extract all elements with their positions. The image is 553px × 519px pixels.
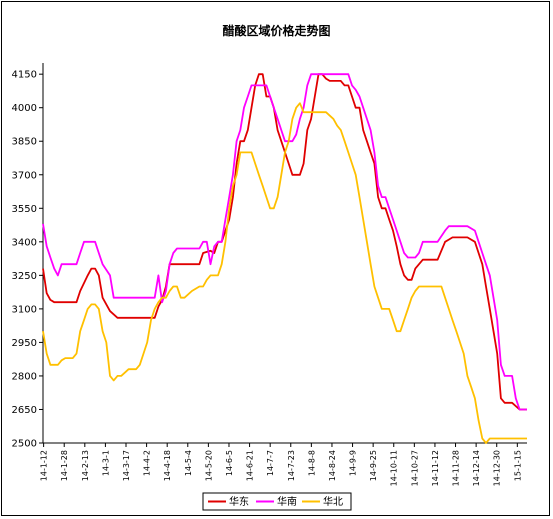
chart-axes xyxy=(42,63,527,444)
x-tick-label: 14-4-18 xyxy=(163,450,172,481)
x-tick-label: 14-11-28 xyxy=(452,450,461,486)
x-tick-label: 14-3-17 xyxy=(122,450,131,481)
x-tick-label: 14-1-28 xyxy=(60,450,69,481)
legend: 华东 华南 华北 xyxy=(202,492,352,511)
y-tick-label: 4150 xyxy=(12,70,37,81)
legend-label: 华北 xyxy=(323,495,343,508)
x-tick-label: 14-6-5 xyxy=(225,450,234,476)
x-tick-label: 14-4-2 xyxy=(143,450,152,476)
x-tick-label: 14-2-13 xyxy=(81,450,90,481)
series-line-1 xyxy=(42,73,527,411)
x-tick-label: 14-9-25 xyxy=(369,450,378,481)
x-tick-label: 14-8-24 xyxy=(328,450,337,481)
y-tick-label: 2950 xyxy=(12,338,37,349)
x-tick-label: 14-7-7 xyxy=(266,450,275,476)
x-tick-label: 14-1-12 xyxy=(40,450,49,481)
y-tick-label: 2650 xyxy=(12,405,37,416)
x-tick-label: 14-11-12 xyxy=(431,450,440,486)
x-tick-label: 14-8-8 xyxy=(307,450,316,476)
chart-title: 醋酸区域价格走势图 xyxy=(222,24,331,38)
y-tick-label: 3700 xyxy=(12,170,37,181)
x-tick-label: 14-12-30 xyxy=(493,450,502,486)
series-line-2 xyxy=(42,102,527,444)
y-tick-label: 3100 xyxy=(12,304,37,315)
x-tick-label: 14-7-23 xyxy=(287,450,296,481)
x-tick-label: 14-5-4 xyxy=(184,450,193,476)
x-tick-label: 14-9-9 xyxy=(349,450,358,476)
legend-label: 华东 xyxy=(229,495,249,508)
x-tick-label: 15-1-15 xyxy=(513,450,522,481)
x-tick-label: 14-10-27 xyxy=(410,450,419,486)
x-tick-label: 14-10-11 xyxy=(390,450,399,486)
y-tick-label: 3400 xyxy=(12,237,37,248)
x-tick-label: 14-3-1 xyxy=(101,450,110,476)
series-line-0 xyxy=(42,73,527,411)
y-tick-label: 3850 xyxy=(12,137,37,148)
x-tick-label: 14-6-21 xyxy=(246,450,255,481)
series-lines xyxy=(42,73,527,444)
y-tick-label: 4000 xyxy=(12,103,37,114)
y-tick-label: 3250 xyxy=(12,271,37,282)
y-tick-label: 2800 xyxy=(12,371,37,382)
x-tick-label: 14-5-20 xyxy=(204,450,213,481)
x-tick-label: 14-12-14 xyxy=(472,450,481,486)
legend-label: 华南 xyxy=(277,495,297,508)
y-axis-ticks: 2500 2650 2800 2950 3100 3250 3400 3550 3700 3850… xyxy=(12,70,43,450)
x-axis-ticks: 14-1-12 14-1-28 14-2-13 14-3-1 14-3-17 14-4-2… xyxy=(40,443,522,486)
y-tick-label: 3550 xyxy=(12,204,37,215)
legend-box xyxy=(202,492,352,511)
y-tick-label: 2500 xyxy=(12,439,37,450)
